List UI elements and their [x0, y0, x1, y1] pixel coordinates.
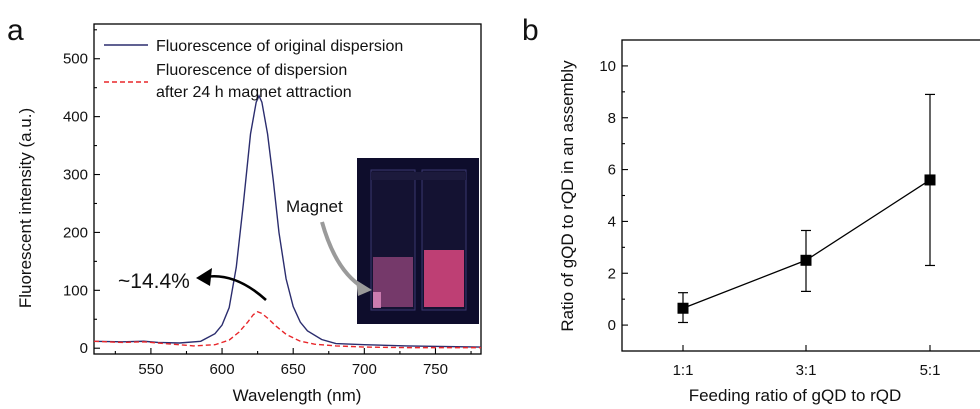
- a-series-line-2: [93, 310, 481, 349]
- b-ytick-label: 10: [599, 58, 616, 75]
- a-ytick-label: 100: [63, 282, 88, 299]
- b-ytick-label: 8: [608, 110, 616, 127]
- a-ytick-label: 300: [63, 167, 88, 184]
- magnet-label: Magnet: [286, 197, 343, 216]
- a-ytick-label: 400: [63, 109, 88, 126]
- b-xlabel: Feeding ratio of gQD to rQD: [689, 386, 902, 405]
- a-xtick-label: 600: [210, 361, 235, 378]
- spectrum-chart: Fluorescent intensity (a.u.) Wavelength …: [16, 23, 482, 405]
- a-xtick-label: 650: [281, 361, 306, 378]
- magnet-arrowhead: [356, 280, 372, 296]
- a-ytick-label: 0: [80, 340, 88, 357]
- b-xtick-label: 3:1: [796, 362, 817, 379]
- b-ylabel: Ratio of gQD to rQD in an assembly: [558, 60, 577, 332]
- cuvette-right-glow: [424, 250, 464, 307]
- a-ytick-label: 200: [63, 224, 88, 241]
- a-ylabel: Fluorescent intensity (a.u.): [16, 108, 35, 308]
- ratio-chart: Ratio of gQD to rQD in an assembly Feedi…: [558, 39, 980, 405]
- b-plot-frame: [621, 39, 980, 352]
- b-data-point: [677, 302, 689, 314]
- b-data-point: [924, 174, 936, 186]
- a-ytick-label: 500: [63, 51, 88, 68]
- b-xtick-label: 5:1: [920, 362, 941, 379]
- a-xtick-label: 700: [352, 361, 377, 378]
- b-xtick-label: 1:1: [673, 362, 694, 379]
- cuvette-photo-inset: [357, 158, 479, 324]
- a-plot-frame: [93, 23, 482, 355]
- percent-annotation: ~14.4%: [118, 270, 190, 293]
- b-data-point: [800, 254, 812, 266]
- magnet-spot: [373, 292, 381, 308]
- cuvette-caps: [371, 172, 466, 180]
- a-xlabel: Wavelength (nm): [233, 386, 362, 405]
- a-xtick-label: 550: [138, 361, 163, 378]
- legend-label-after: Fluorescence of dispersion after 24 h mag…: [156, 62, 352, 101]
- a-series-line-1: [93, 94, 482, 348]
- a-xtick-label: 750: [423, 361, 448, 378]
- b-ytick-label: 0: [608, 317, 616, 334]
- percent-arrowhead: [196, 268, 212, 286]
- panel-label-b: b: [522, 14, 539, 47]
- percent-arrow: [204, 274, 267, 301]
- panel-label-a: a: [7, 14, 24, 47]
- b-ytick-label: 4: [608, 213, 616, 230]
- b-ytick-label: 2: [608, 265, 616, 282]
- b-ytick-label: 6: [608, 162, 616, 179]
- legend-label-original: Fluorescence of original dispersion: [156, 38, 403, 55]
